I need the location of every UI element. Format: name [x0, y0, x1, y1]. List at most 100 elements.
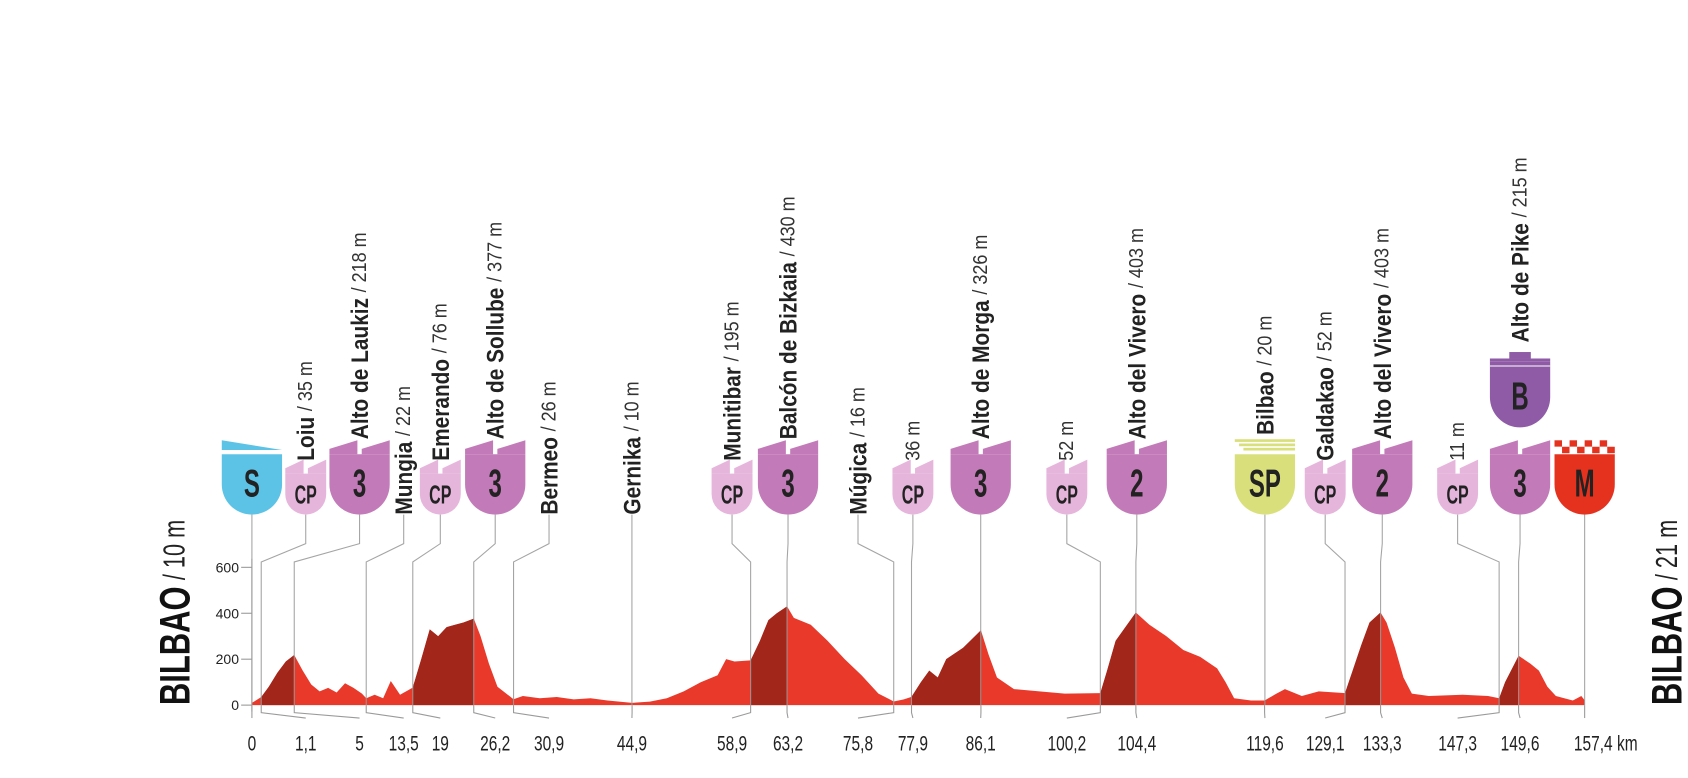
marker-tab: [465, 440, 494, 455]
climb-shade: [1100, 612, 1136, 706]
marker-label: 3: [353, 462, 366, 505]
waypoint-name: Múgica: [845, 442, 872, 514]
finish-check: [1599, 446, 1608, 454]
leader-line: [910, 514, 914, 706]
x-tick: [1380, 705, 1383, 719]
x-tick-label: 30,9: [534, 731, 564, 755]
marker-label: 3: [489, 462, 502, 505]
bonus-marker: [1489, 361, 1551, 428]
waypoint-elevation: / 215 m: [1509, 157, 1531, 217]
marker-tab: [361, 440, 390, 455]
waypoint-label: Múgica / 16 m: [845, 387, 872, 514]
leader-line: [293, 514, 361, 706]
leader-line: [1518, 514, 1521, 706]
waypoint-name: Alto del Vivero: [1124, 294, 1151, 439]
climb-marker: [1106, 454, 1167, 515]
x-tick-label: 5: [355, 731, 364, 755]
waypoint-label: Alto de Pike / 215 m: [1507, 157, 1534, 342]
waypoint-name: Mungia: [390, 441, 417, 514]
bonus-cap: [1509, 352, 1531, 359]
start-marker: [221, 454, 283, 515]
checkpoint-marker: [419, 473, 461, 515]
waypoint-name: Galdakao: [1312, 367, 1339, 461]
finish-check: [1562, 440, 1570, 447]
x-tick-label: 77,9: [898, 731, 928, 755]
x-tick-label: 157,4 km: [1574, 731, 1638, 755]
marker-tab: [950, 440, 979, 455]
marker-label: 2: [1376, 462, 1389, 505]
waypoint-label: Bermeo / 26 m: [536, 381, 563, 514]
waypoint-name: Balcón de Bizkaia: [775, 262, 802, 440]
sprint-marker: [1234, 454, 1296, 515]
start-flag: [221, 440, 283, 450]
x-tick: [365, 705, 404, 719]
climb-shade: [261, 655, 295, 706]
leader-line: [1066, 514, 1101, 706]
marker-tab: [790, 440, 819, 455]
waypoint-elevation: 36 m: [902, 421, 924, 461]
x-tick-label: 119,6: [1246, 731, 1284, 755]
leader-line: [1324, 514, 1346, 706]
waypoint-elevation: / 218 m: [348, 232, 370, 292]
marker-tab: [1437, 459, 1456, 474]
marker-tab: [442, 459, 461, 474]
x-tick: [1457, 705, 1500, 719]
waypoint-label: Alto de Morga / 326 m: [967, 235, 994, 440]
waypoint-label: Gernika / 10 m: [619, 381, 646, 514]
leader-line: [412, 514, 441, 706]
marker-tab: [734, 459, 753, 474]
waypoint-elevation: / 10 m: [621, 381, 643, 431]
marker-tab: [1459, 459, 1479, 474]
waypoint-name: Alto de Pike: [1507, 223, 1534, 342]
waypoint-name: Munitibar: [719, 367, 746, 461]
waypoint-label: Munitibar / 195 m: [719, 301, 746, 460]
x-tick-label: 149,6: [1501, 731, 1540, 755]
y-tick-label: 0: [231, 697, 239, 713]
checkpoint-marker: [1046, 473, 1088, 515]
elevation-profile: [251, 606, 1585, 706]
waypoint-elevation: / 76 m: [429, 303, 451, 353]
marker-tab: [982, 440, 1011, 455]
x-tick-label: 75,8: [843, 731, 873, 755]
finish-name: BILBAO: [1642, 586, 1688, 705]
finish-check: [1577, 440, 1585, 447]
x-tick: [731, 705, 752, 719]
waypoint-elevation: 11 m: [1446, 422, 1468, 461]
waypoint-elevation: / 326 m: [970, 235, 992, 295]
x-tick-label: 58,9: [717, 731, 747, 755]
finish-check: [1577, 446, 1585, 454]
finish-check: [1554, 446, 1563, 454]
x-tick-label: 133,3: [1363, 731, 1402, 755]
marker-tab: [1384, 440, 1413, 455]
x-tick-label: 86,1: [966, 731, 996, 755]
marker-label: 2: [1130, 462, 1143, 505]
x-tick-label: 13,5: [389, 731, 419, 755]
waypoint-name: Alto de Morga: [967, 300, 994, 439]
waypoint-label: 52 m: [1056, 421, 1078, 461]
x-tick: [910, 705, 914, 719]
start-name: BILBAO: [150, 586, 198, 705]
waypoint-label: Alto de Laukiz / 218 m: [346, 232, 373, 439]
x-tick: [857, 705, 895, 719]
finish-check: [1584, 440, 1593, 447]
x-tick: [1135, 705, 1138, 719]
waypoint-label: Mungia / 22 m: [390, 386, 417, 515]
start-elevation: / 10 m: [157, 520, 191, 580]
marker-label: CP: [1314, 481, 1336, 510]
x-tick: [473, 705, 496, 719]
climb-marker: [1489, 454, 1551, 515]
waypoint-name: Alto del Vivero: [1369, 294, 1396, 439]
x-tick: [1518, 705, 1521, 719]
finish-check: [1562, 446, 1570, 454]
waypoint-name: Alto de Sollube: [482, 288, 509, 440]
x-tick: [1066, 705, 1101, 719]
marker-label: M: [1575, 462, 1595, 505]
marker-label: CP: [1056, 481, 1078, 510]
x-tick-label: 147,3: [1438, 731, 1477, 755]
finish-check: [1592, 440, 1600, 447]
climb-shade: [412, 618, 474, 706]
waypoint-label: Loiu / 35 m: [292, 361, 319, 461]
waypoint-name: Loiu: [292, 417, 319, 461]
waypoint-label: Bilbao / 20 m: [1252, 316, 1279, 435]
marker-tab: [329, 440, 358, 455]
